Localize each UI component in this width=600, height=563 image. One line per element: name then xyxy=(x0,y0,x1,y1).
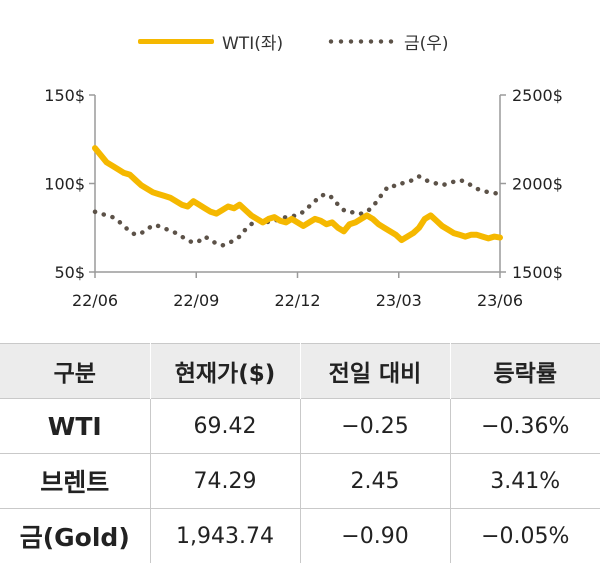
cell-change-rate: 3.41% xyxy=(450,454,600,509)
x-tick-label: 22/12 xyxy=(274,291,320,310)
wti-series-line xyxy=(95,148,500,240)
legend-swatch-gold xyxy=(326,39,396,44)
left-y-tick-label: 50$ xyxy=(54,263,85,282)
right-y-tick-label: 2500$ xyxy=(512,86,563,105)
cell-price: 74.29 xyxy=(150,454,300,509)
x-tick-label: 23/06 xyxy=(477,291,523,310)
table-row: WTI 69.42 −0.25 −0.36% xyxy=(0,399,600,454)
x-tick-label: 22/06 xyxy=(72,291,118,310)
legend-label-wti: WTI(좌) xyxy=(222,29,283,54)
legend-item-gold: 금(우) xyxy=(326,26,449,56)
left-y-tick-label: 150$ xyxy=(44,86,85,105)
row-label: 금(Gold) xyxy=(0,509,150,563)
cell-price: 69.42 xyxy=(150,399,300,454)
chart-legend: WTI(좌) 금(우) xyxy=(0,26,600,56)
cell-change-rate: −0.05% xyxy=(450,509,600,563)
row-label: WTI xyxy=(0,399,150,454)
table-row: 브렌트 74.29 2.45 3.41% xyxy=(0,454,600,509)
cell-price: 1,943.74 xyxy=(150,509,300,563)
cell-change: −0.90 xyxy=(300,509,450,563)
x-tick-label: 23/03 xyxy=(376,291,422,310)
x-tick-label: 22/09 xyxy=(173,291,219,310)
table-header-row: 구분 현재가($) 전일 대비 등락률 xyxy=(0,344,600,399)
header-current-price: 현재가($) xyxy=(150,344,300,399)
gold-series-line xyxy=(95,176,500,245)
right-y-tick-label: 1500$ xyxy=(512,263,563,282)
table-row: 금(Gold) 1,943.74 −0.90 −0.05% xyxy=(0,509,600,563)
header-change: 전일 대비 xyxy=(300,344,450,399)
header-category: 구분 xyxy=(0,344,150,399)
legend-label-gold: 금(우) xyxy=(404,29,449,54)
legend-swatch-wti xyxy=(138,39,214,44)
cell-change: −0.25 xyxy=(300,399,450,454)
left-y-tick-label: 100$ xyxy=(44,175,85,194)
cell-change-rate: −0.36% xyxy=(450,399,600,454)
legend-item-wti: WTI(좌) xyxy=(138,26,283,56)
row-label: 브렌트 xyxy=(0,454,150,509)
price-table: 구분 현재가($) 전일 대비 등락률 WTI 69.42 −0.25 −0.3… xyxy=(0,343,600,563)
right-y-tick-label: 2000$ xyxy=(512,175,563,194)
cell-change: 2.45 xyxy=(300,454,450,509)
header-change-rate: 등락률 xyxy=(450,344,600,399)
